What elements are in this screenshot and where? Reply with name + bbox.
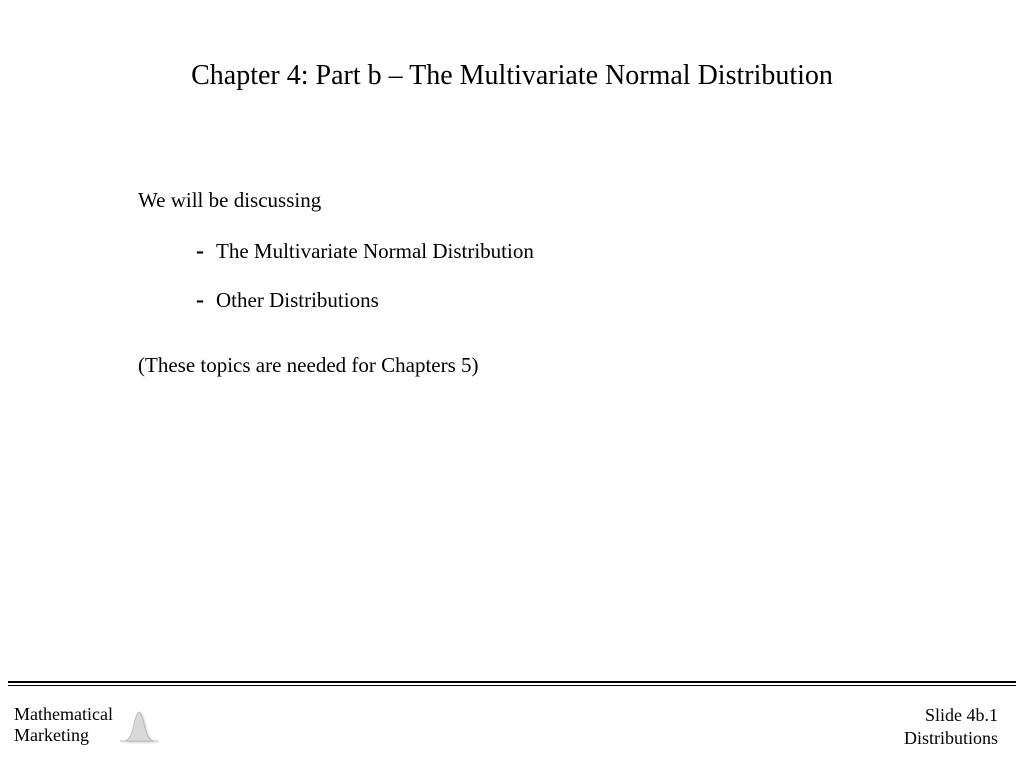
footer-left-text: Mathematical Marketing xyxy=(14,704,113,746)
bullet-text: Other Distributions xyxy=(216,288,379,313)
slide-footer: Mathematical Marketing Slide 4b.1 Distri… xyxy=(0,694,1024,754)
slide-title: Chapter 4: Part b – The Multivariate Nor… xyxy=(0,60,1024,92)
bullet-dash-icon: - xyxy=(196,241,204,263)
footer-left-line2: Marketing xyxy=(14,725,113,746)
divider-thick xyxy=(8,681,1016,683)
distribution-curve-icon xyxy=(119,708,159,742)
bullet-list: - The Multivariate Normal Distribution -… xyxy=(196,239,534,313)
footer-left-line1: Mathematical xyxy=(14,704,113,725)
list-item: - Other Distributions xyxy=(196,288,534,313)
intro-text: We will be discussing xyxy=(138,188,534,213)
divider-thin xyxy=(8,685,1016,686)
footer-divider xyxy=(8,681,1016,686)
slide-content: We will be discussing - The Multivariate… xyxy=(138,188,534,378)
footer-right: Slide 4b.1 Distributions xyxy=(904,704,998,749)
footer-right-line2: Distributions xyxy=(904,727,998,750)
bullet-dash-icon: - xyxy=(196,290,204,312)
list-item: - The Multivariate Normal Distribution xyxy=(196,239,534,264)
slide-number: Slide 4b.1 xyxy=(904,704,998,727)
footer-left: Mathematical Marketing xyxy=(14,704,159,746)
bullet-text: The Multivariate Normal Distribution xyxy=(216,239,534,264)
note-text: (These topics are needed for Chapters 5) xyxy=(138,353,534,378)
